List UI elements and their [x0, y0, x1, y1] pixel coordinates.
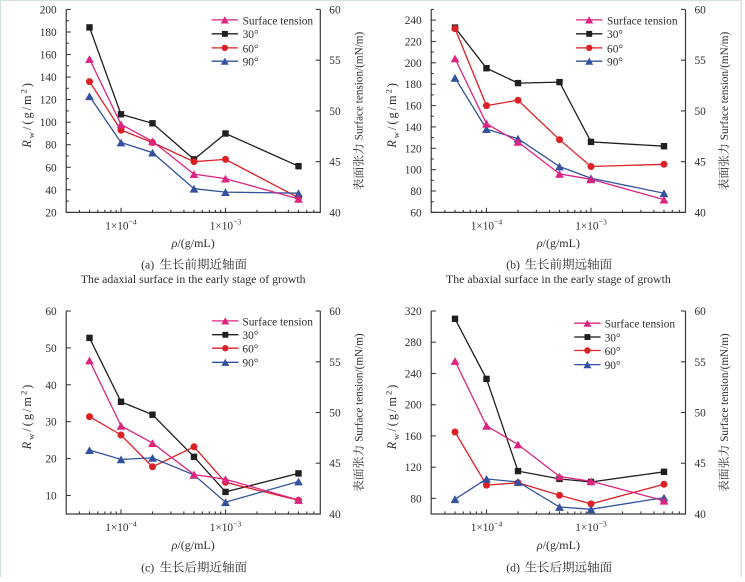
svg-text:ρ/(g/mL): ρ/(g/mL): [171, 236, 215, 250]
svg-text:200: 200: [40, 4, 57, 16]
svg-text:30°: 30°: [607, 29, 623, 41]
svg-text:ρ/(g/mL): ρ/(g/mL): [536, 236, 580, 250]
svg-text:100: 100: [405, 165, 422, 177]
svg-text:55: 55: [329, 55, 341, 67]
svg-text:280: 280: [405, 337, 422, 349]
svg-text:40: 40: [45, 185, 57, 197]
svg-text:55: 55: [695, 55, 707, 67]
svg-text:20: 20: [45, 454, 57, 466]
svg-text:Surface tension: Surface tension: [607, 15, 678, 27]
svg-text:200: 200: [405, 58, 422, 70]
svg-text:30°: 30°: [242, 330, 258, 342]
svg-text:80: 80: [410, 186, 422, 198]
svg-text:Surface tension/(mN/m): Surface tension/(mN/m): [354, 31, 366, 140]
svg-text:60°: 60°: [607, 43, 623, 55]
svg-text:80: 80: [45, 140, 57, 152]
svg-text:50: 50: [329, 106, 341, 118]
svg-text:60°: 60°: [605, 346, 621, 358]
svg-text:90°: 90°: [242, 358, 258, 370]
svg-text:140: 140: [40, 72, 57, 84]
svg-text:(a): (a): [141, 258, 157, 272]
svg-text:240: 240: [405, 15, 422, 27]
svg-text:40: 40: [695, 207, 707, 219]
svg-text:45: 45: [329, 458, 341, 470]
svg-text:50: 50: [45, 343, 57, 355]
svg-text:Surface tension: Surface tension: [243, 15, 314, 27]
svg-text:160: 160: [405, 431, 422, 443]
svg-text:60: 60: [329, 4, 341, 16]
svg-text:160: 160: [405, 101, 422, 113]
svg-text:30°: 30°: [243, 29, 259, 41]
svg-text:80: 80: [410, 493, 422, 505]
svg-text:60: 60: [45, 162, 57, 174]
svg-text:45: 45: [329, 157, 341, 169]
svg-text:(b): (b): [506, 258, 523, 272]
svg-text:140: 140: [405, 122, 422, 134]
svg-text:50: 50: [695, 106, 707, 118]
svg-text:90°: 90°: [605, 360, 621, 372]
svg-text:(c): (c): [141, 561, 157, 575]
svg-text:55: 55: [329, 357, 341, 369]
svg-text:90°: 90°: [243, 57, 259, 69]
svg-text:45: 45: [695, 157, 707, 169]
svg-text:240: 240: [405, 369, 422, 381]
svg-text:90°: 90°: [607, 57, 623, 69]
svg-text:Surface tension/(mN/m): Surface tension/(mN/m): [719, 31, 731, 140]
svg-text:40: 40: [329, 207, 341, 219]
svg-text:220: 220: [405, 37, 422, 49]
svg-text:50: 50: [329, 408, 341, 420]
svg-text:Rw/(g/m2): Rw/(g/m2): [384, 81, 401, 149]
svg-text:40: 40: [329, 509, 341, 521]
svg-text:ρ/(g/mL): ρ/(g/mL): [171, 538, 215, 552]
svg-text:ρ/(g/mL): ρ/(g/mL): [536, 538, 580, 552]
svg-text:30: 30: [45, 417, 57, 429]
svg-text:Surface tension/(mN/m): Surface tension/(mN/m): [354, 333, 366, 442]
svg-text:Rw/(g/m2): Rw/(g/m2): [19, 383, 36, 451]
svg-text:50: 50: [695, 408, 707, 420]
svg-text:120: 120: [40, 95, 57, 107]
svg-text:60: 60: [695, 4, 707, 16]
svg-text:20: 20: [45, 207, 57, 219]
svg-text:10: 10: [45, 491, 57, 503]
svg-text:320: 320: [405, 306, 422, 318]
svg-text:The abaxial surface in the ear: The abaxial surface in the early stage o…: [446, 272, 671, 286]
svg-text:30°: 30°: [605, 332, 621, 344]
svg-text:40: 40: [695, 509, 707, 521]
svg-text:120: 120: [405, 462, 422, 474]
svg-text:120: 120: [405, 143, 422, 155]
svg-text:160: 160: [40, 50, 57, 62]
svg-text:180: 180: [40, 27, 57, 39]
svg-text:45: 45: [695, 458, 707, 470]
svg-text:Rw/(g/m2): Rw/(g/m2): [384, 383, 401, 451]
svg-text:55: 55: [695, 357, 707, 369]
svg-text:180: 180: [405, 79, 422, 91]
svg-text:Rw/(g/m2): Rw/(g/m2): [19, 81, 36, 149]
svg-text:40: 40: [45, 380, 57, 392]
svg-text:Surface tension/(mN/m): Surface tension/(mN/m): [719, 333, 731, 442]
svg-text:60: 60: [45, 306, 57, 318]
svg-text:The adaxial surface in the ear: The adaxial surface in the early stage o…: [81, 272, 306, 286]
svg-text:100: 100: [40, 117, 57, 129]
svg-text:60°: 60°: [242, 344, 258, 356]
svg-text:60: 60: [329, 306, 341, 318]
svg-text:Surface tension: Surface tension: [242, 316, 313, 328]
svg-text:Surface tension: Surface tension: [605, 319, 676, 331]
svg-text:60: 60: [410, 207, 422, 219]
svg-text:(d): (d): [506, 561, 523, 575]
svg-text:60°: 60°: [243, 43, 259, 55]
svg-text:60: 60: [695, 306, 707, 318]
svg-text:200: 200: [405, 400, 422, 412]
